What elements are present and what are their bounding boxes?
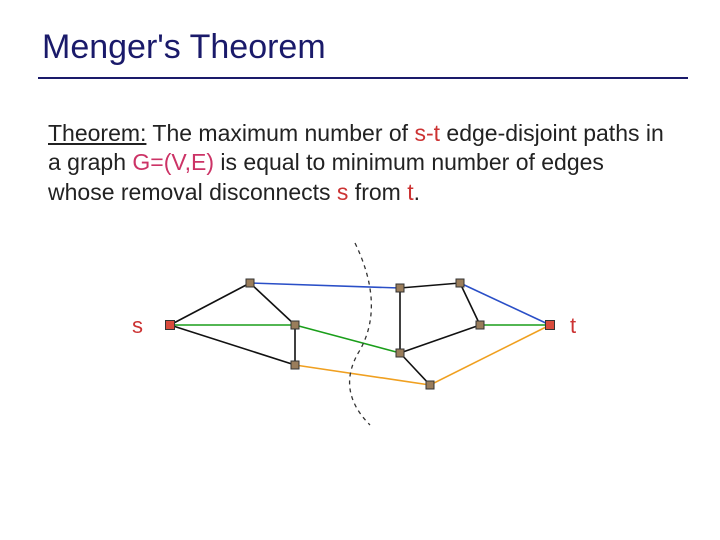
node-e [396,349,404,357]
slide-title: Menger's Theorem [42,28,678,71]
edge-a-b [250,283,295,325]
node-d [396,284,404,292]
graph-svg: s t [100,235,620,435]
title-underline [38,77,688,79]
edge-e-f [400,353,430,385]
nodes-layer [166,279,555,389]
edge-a-d [250,283,400,288]
node-h [476,321,484,329]
node-c [291,361,299,369]
node-a [246,279,254,287]
theorem-gve: G=(V,E) [132,149,214,175]
graph-diagram: s t [42,235,678,435]
edges-layer [170,283,550,385]
edge-g-h [460,283,480,325]
edge-b-e [295,325,400,353]
edge-c-f [295,365,430,385]
edge-s-a [170,283,250,325]
cut-curve [350,243,372,425]
node-f [426,381,434,389]
edge-e-h [400,325,480,353]
theorem-st: s-t [414,120,440,146]
theorem-s: s [337,179,349,205]
label-t: t [570,313,576,338]
theorem-seg5: . [414,179,420,205]
node-t [546,321,555,330]
label-s: s [132,313,143,338]
edge-s-c [170,325,295,365]
node-b [291,321,299,329]
theorem-seg1: The maximum number of [146,120,414,146]
theorem-prefix: Theorem: [48,120,146,146]
node-s [166,321,175,330]
theorem-seg4: from [348,179,407,205]
theorem-statement: Theorem: The maximum number of s-t edge-… [42,119,678,207]
node-g [456,279,464,287]
edge-f-t [430,325,550,385]
edge-d-g [400,283,460,288]
edge-g-t [460,283,550,325]
